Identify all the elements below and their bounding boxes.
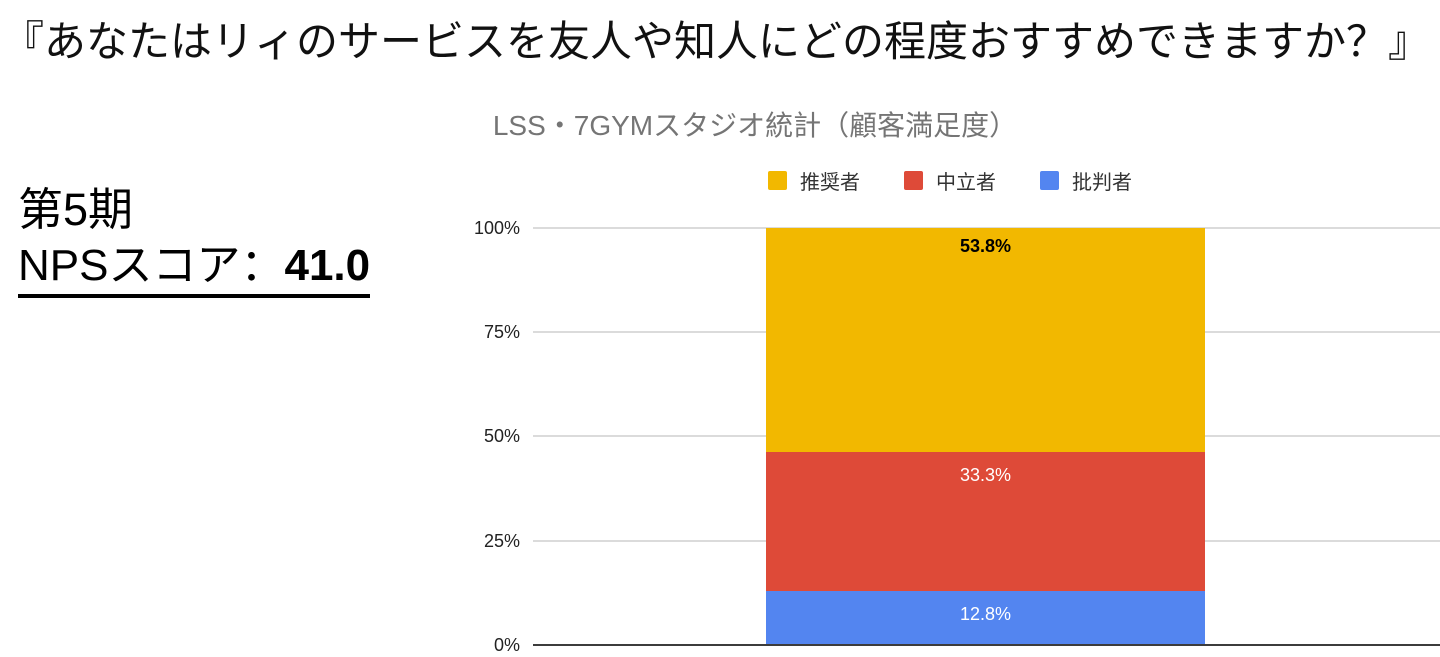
y-tick-25: 25% — [483, 531, 520, 551]
x-axis-baseline — [533, 644, 1440, 646]
legend-label: 中立者 — [936, 171, 996, 194]
data-label-passives: 33.3% — [959, 465, 1012, 486]
detractors-swatch-icon — [1040, 170, 1059, 190]
nps-score-prefix: NPSスコア： — [18, 240, 285, 290]
y-tick-50: 50% — [483, 426, 520, 446]
legend-label: 推奨者 — [800, 171, 860, 194]
stacked-bar: 53.8% 33.3% 12.8% — [766, 228, 1205, 645]
bar-segment-detractors: 12.8% — [766, 591, 1205, 645]
legend-item-detractors: 批判者 — [1040, 166, 1132, 195]
bar-segment-passives: 33.3% — [766, 452, 1205, 592]
data-label-detractors: 12.8% — [959, 604, 1012, 625]
nps-score-line: NPSスコア：41.0 — [18, 240, 371, 299]
nps-summary: 第5期 NPSスコア：41.0 — [18, 180, 371, 299]
legend-item-passives: 中立者 — [904, 166, 996, 195]
legend-label: 批判者 — [1072, 171, 1132, 194]
legend-item-promoters: 推奨者 — [768, 166, 860, 195]
promoters-swatch-icon — [768, 170, 787, 190]
chart-legend: 推奨者 中立者 批判者 — [460, 166, 1440, 195]
bar-segment-promoters: 53.8% — [766, 228, 1205, 453]
data-label-promoters: 53.8% — [959, 236, 1012, 256]
page-title: 『あなたはリィのサービスを友人や知人にどの程度おすすめできますか？』 — [2, 18, 1431, 65]
period-label: 第5期 — [18, 184, 134, 235]
passives-swatch-icon — [904, 170, 923, 190]
nps-score-value: 41.0 — [284, 240, 371, 290]
y-tick-75: 75% — [483, 322, 520, 342]
y-tick-100: 100% — [473, 218, 520, 238]
y-tick-0: 0% — [493, 635, 520, 655]
chart-title: LSS・7GYMスタジオ統計（顧客満足度） — [492, 110, 1018, 141]
